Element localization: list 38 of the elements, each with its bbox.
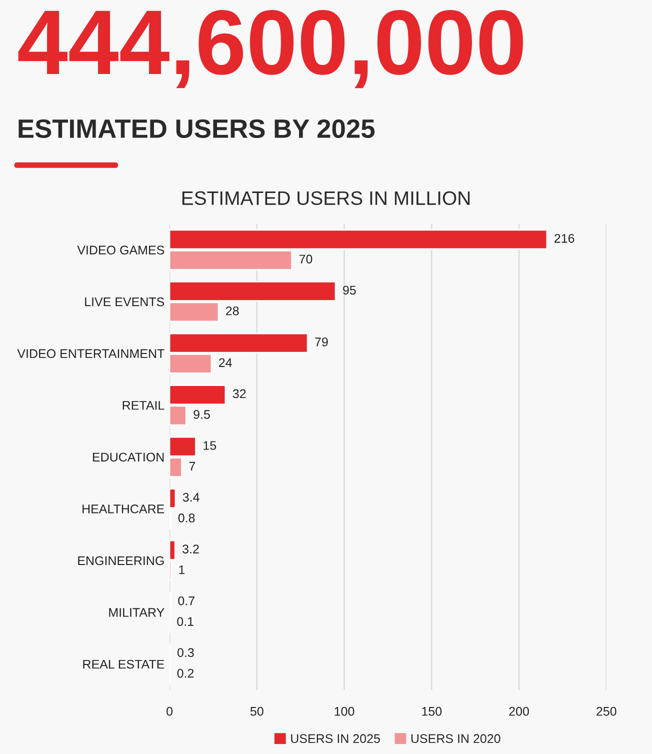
data-label: 7 (189, 462, 196, 471)
x-tick-label: 100 (334, 706, 354, 716)
x-tick-label: 50 (250, 706, 264, 716)
y-tick-label: LIVE EVENTS (85, 297, 164, 306)
y-tick-label: HEALTHCARE (82, 504, 164, 514)
legend-label: USERS IN 2020 (411, 734, 500, 744)
y-tick-label: VIDEO GAMES (77, 246, 164, 254)
x-tick-label: 200 (509, 706, 529, 716)
data-label: 32 (232, 389, 246, 398)
data-label: 79 (315, 338, 328, 346)
y-tick-label: RETAIL (122, 401, 164, 410)
data-label: 95 (343, 286, 356, 295)
data-label: 70 (299, 254, 312, 264)
y-tick-label: ENGINEERING (78, 556, 164, 566)
x-tick-label: 150 (422, 706, 442, 716)
text: ESTIMATED USERS IN MILLION (182, 191, 470, 206)
data-label: 0.8 (178, 514, 195, 522)
data-label: 9.5 (194, 410, 210, 419)
data-label: 24 (219, 358, 232, 367)
legend-label: USERS IN 2025 (291, 734, 380, 744)
y-tick-label: VIDEO ENTERTAINMENT (17, 349, 164, 358)
data-label: 0.3 (177, 648, 194, 658)
data-label: 3.4 (182, 492, 200, 502)
chart-title: 444,600,000 (18, 10, 523, 88)
x-tick-label: 250 (596, 706, 616, 716)
data-label: 0.1 (177, 617, 194, 626)
data-label: 0.2 (177, 668, 194, 678)
y-tick-label: MILITARY (109, 608, 164, 617)
x-tick-label: 0 (166, 706, 173, 716)
data-label: 0.7 (178, 596, 194, 606)
data-label: 216 (554, 234, 574, 243)
data-label: 28 (226, 306, 239, 316)
data-label: 1 (179, 565, 185, 574)
data-label: 15 (204, 441, 216, 450)
y-tick-label: EDUCATION (92, 452, 164, 462)
data-label: 3.2 (182, 544, 199, 554)
y-tick-label: REAL ESTATE (83, 660, 164, 669)
chart-subtitle: ESTIMATED USERS BY 2025 (18, 119, 375, 138)
